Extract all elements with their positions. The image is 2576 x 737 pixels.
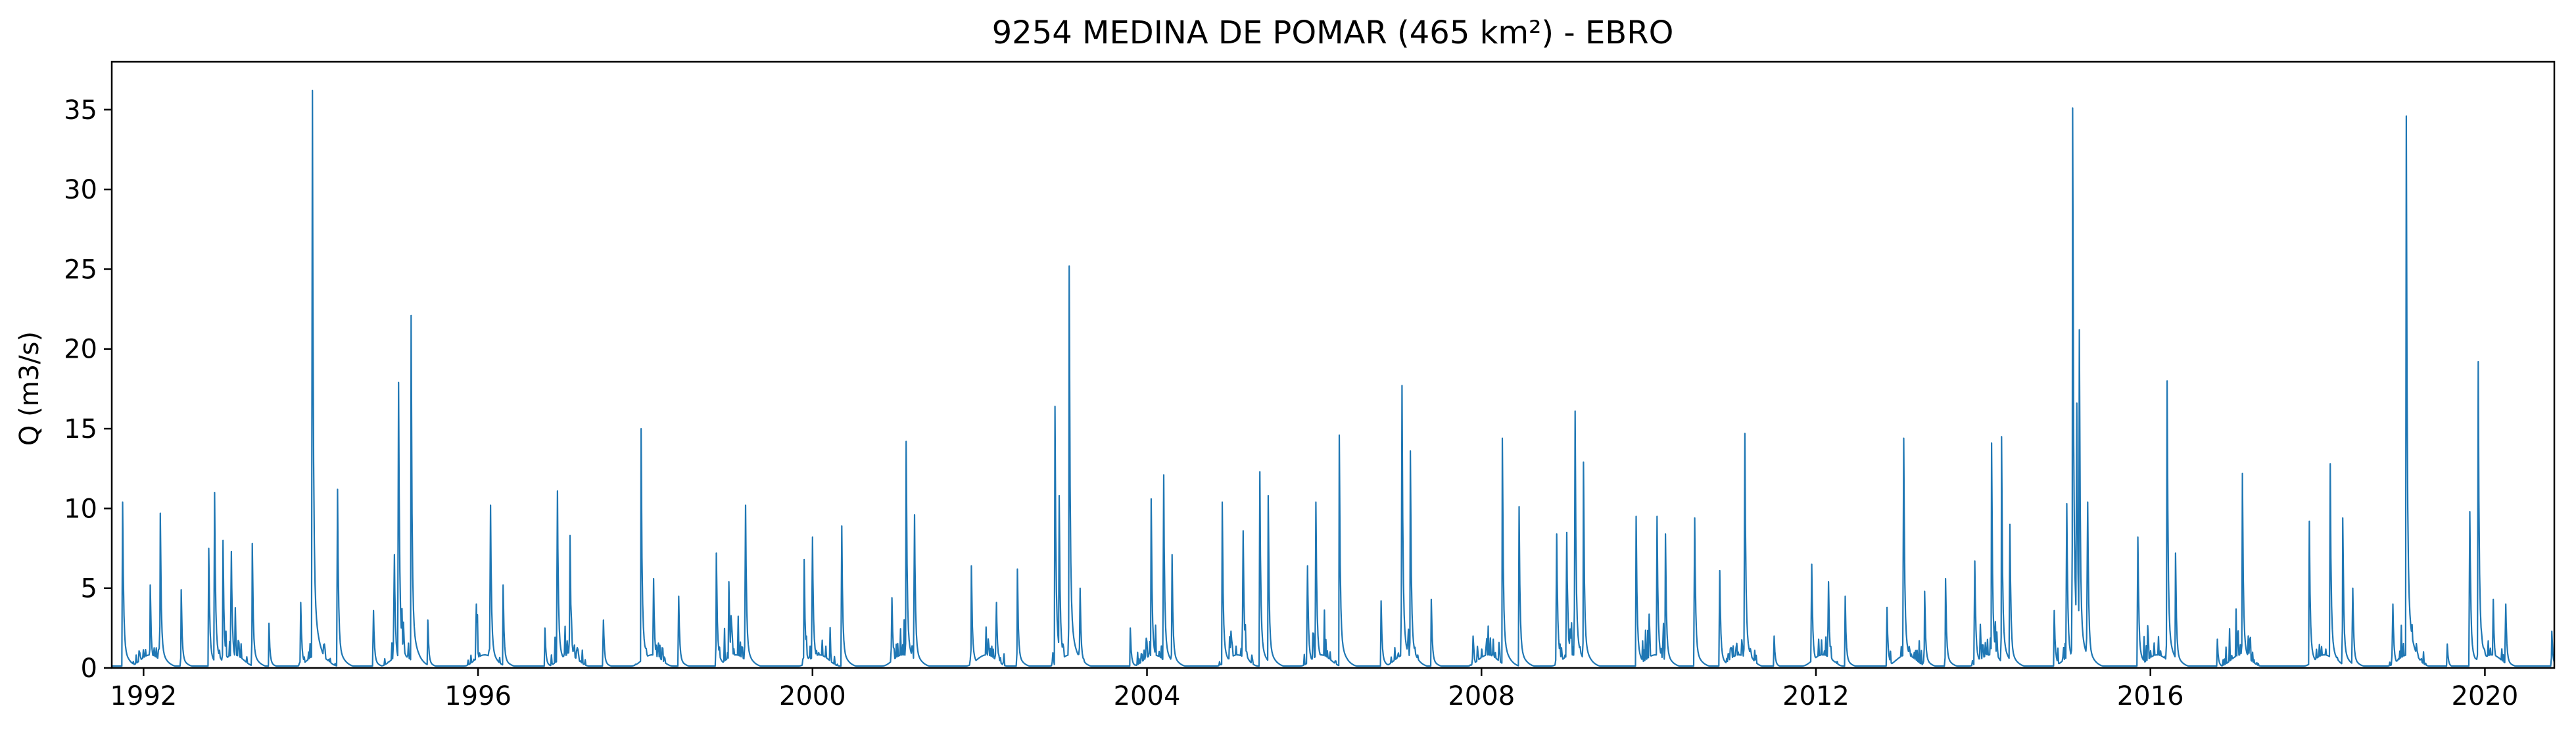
x-tick-label: 1992 — [110, 681, 177, 711]
y-tick-label: 0 — [81, 654, 97, 684]
x-tick-label: 2020 — [2452, 681, 2519, 711]
x-tick-label: 1996 — [444, 681, 512, 711]
x-axis-ticks: 1992 1996 2000 2004 2008 2012 2016 2020 — [110, 668, 2518, 711]
x-tick-label: 2016 — [2117, 681, 2184, 711]
x-tick-label: 2008 — [1448, 681, 1515, 711]
discharge-series-line — [112, 89, 2556, 667]
x-tick-label: 2004 — [1114, 681, 1181, 711]
x-tick-label: 2012 — [1782, 681, 1849, 711]
plot-frame — [110, 60, 2556, 669]
x-tick-label: 2000 — [779, 681, 846, 711]
y-tick-label: 15 — [64, 414, 97, 444]
y-tick-label: 35 — [64, 95, 97, 126]
y-tick-label: 20 — [64, 335, 97, 365]
y-tick-label: 30 — [64, 175, 97, 205]
data-layer — [112, 89, 2556, 667]
y-tick-label: 25 — [64, 254, 97, 285]
chart-title: 9254 MEDINA DE POMAR (465 km²) - EBRO — [992, 14, 1674, 51]
y-axis-label: Q (m3/s) — [14, 331, 45, 446]
y-axis-ticks: 0 5 10 15 20 25 30 35 — [64, 95, 112, 684]
y-tick-label: 10 — [64, 494, 97, 524]
y-tick-label: 5 — [81, 574, 97, 604]
